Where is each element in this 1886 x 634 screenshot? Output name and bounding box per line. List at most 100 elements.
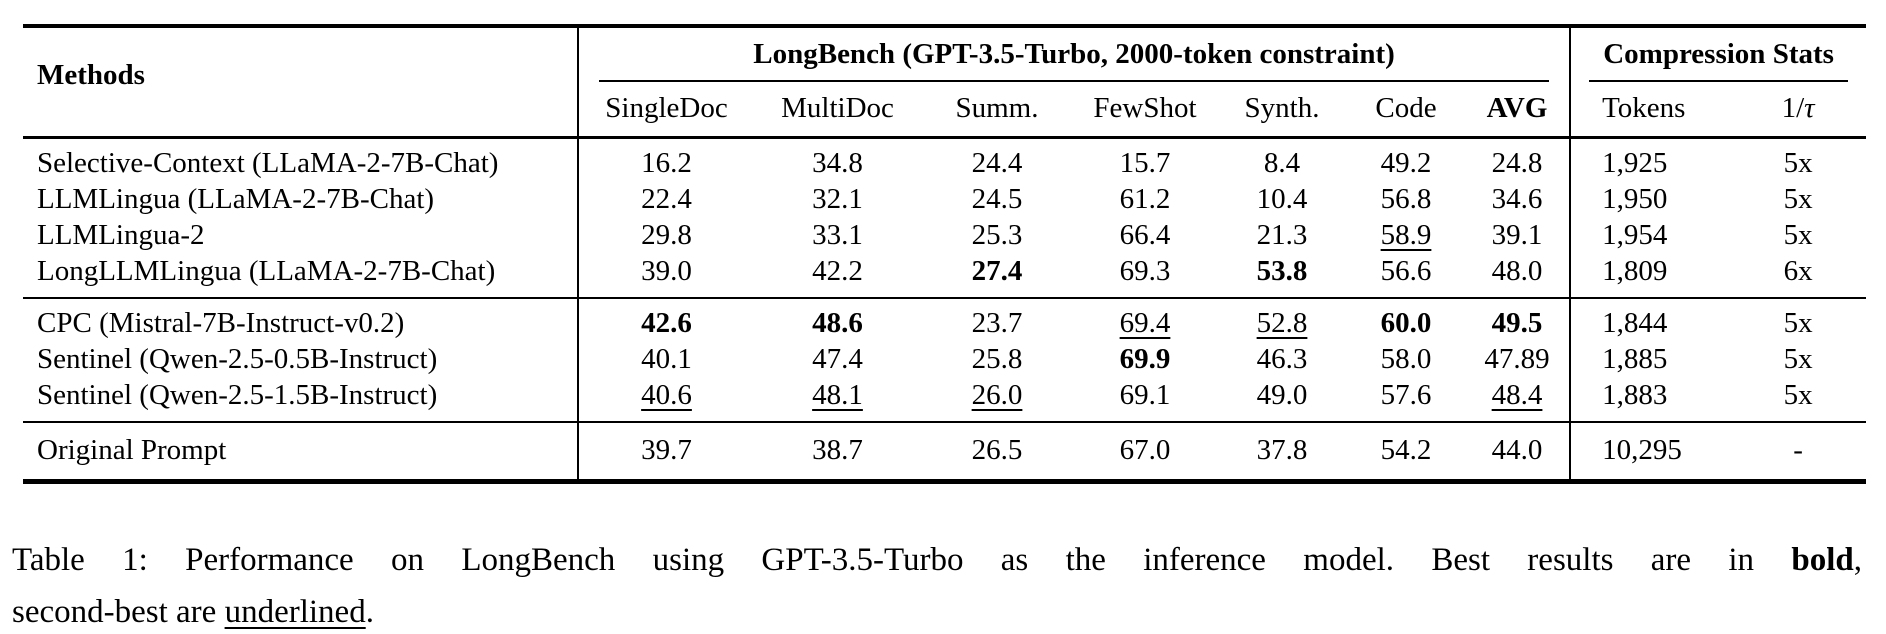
cell-synth: 37.8 — [1256, 434, 1308, 466]
cell-summ: 26.5 — [971, 434, 1023, 466]
col-header-multidoc: MultiDoc — [781, 92, 894, 124]
cell-synth: 53.8 — [1256, 255, 1308, 287]
cell-synth: 52.8 — [1256, 307, 1308, 339]
cell-code: 57.6 — [1380, 379, 1432, 411]
cell-multidoc: 48.1 — [812, 379, 863, 411]
cell-tokens: 1,925 — [1569, 137, 1731, 181]
cell-tokens: 1,809 — [1569, 253, 1731, 298]
cell-fewshot: 69.1 — [1119, 379, 1171, 411]
method-name: LLMLingua-2 — [37, 219, 205, 251]
original-prompt-group: Original Prompt 39.7 38.7 26.5 67.0 37.8… — [23, 422, 1867, 482]
cell-ratio: 5x — [1783, 307, 1813, 339]
table-row: LLMLingua (LLaMA-2-7B-Chat) 22.4 32.1 24… — [23, 181, 1866, 217]
cell-singledoc: 42.6 — [577, 298, 754, 341]
longbench-group-header: LongBench (GPT-3.5-Turbo, 2000-token con… — [599, 28, 1550, 82]
col-header-fewshot: FewShot — [1093, 92, 1197, 124]
cell-singledoc: 40.6 — [577, 377, 754, 422]
cell-ratio: 5x — [1783, 219, 1813, 251]
method-name: CPC (Mistral-7B-Instruct-v0.2) — [37, 307, 405, 339]
compared-methods-group: CPC (Mistral-7B-Instruct-v0.2) 42.6 48.6… — [23, 298, 1867, 422]
table-row: LongLLMLingua (LLaMA-2-7B-Chat) 39.0 42.… — [23, 253, 1866, 298]
caption-text-comma: , — [1853, 542, 1862, 578]
compression-group-header-cell: Compression Stats — [1569, 26, 1867, 82]
cell-singledoc: 39.0 — [577, 253, 754, 298]
cell-summ: 24.5 — [971, 183, 1023, 215]
col-header-ratio: 1/τ — [1730, 82, 1866, 138]
cell-code: 56.6 — [1380, 255, 1432, 287]
cell-avg: 47.89 — [1484, 343, 1550, 375]
col-header-avg: AVG — [1486, 92, 1548, 124]
results-table: Methods LongBench (GPT-3.5-Turbo, 2000-t… — [23, 24, 1867, 484]
cell-singledoc: 22.4 — [577, 181, 754, 217]
col-header-synth: Synth. — [1244, 92, 1320, 124]
method-name: LLMLingua (LLaMA-2-7B-Chat) — [37, 183, 435, 215]
cell-multidoc: 32.1 — [812, 183, 863, 215]
cell-tokens: 1,885 — [1569, 341, 1731, 377]
cell-code: 58.0 — [1380, 343, 1432, 375]
cell-ratio: 5x — [1783, 343, 1813, 375]
header-group-row: Methods LongBench (GPT-3.5-Turbo, 2000-t… — [23, 26, 1867, 91]
caption-line-2: second-best are underlined. — [12, 586, 1862, 634]
cell-tokens: 1,950 — [1569, 181, 1731, 217]
cell-code: 58.9 — [1380, 219, 1432, 251]
cell-fewshot: 15.7 — [1119, 147, 1171, 179]
cell-ratio: 5x — [1783, 379, 1813, 411]
table-row: LLMLingua-2 29.8 33.1 25.3 66.4 21.3 58.… — [23, 217, 1866, 253]
tau-symbol: τ — [1804, 92, 1815, 124]
cell-fewshot: 69.9 — [1119, 343, 1171, 375]
caption-bold-word: bold — [1791, 542, 1854, 578]
cell-code: 49.2 — [1380, 147, 1432, 179]
cell-fewshot: 67.0 — [1119, 434, 1171, 466]
cell-ratio: 5x — [1783, 147, 1813, 179]
baseline-methods-group: Selective-Context (LLaMA-2-7B-Chat) 16.2… — [23, 137, 1866, 298]
col-header-tokens: Tokens — [1569, 82, 1731, 138]
table-row: Sentinel (Qwen-2.5-0.5B-Instruct) 40.1 4… — [23, 341, 1866, 377]
cell-code: 60.0 — [1380, 307, 1432, 339]
cell-multidoc: 48.6 — [812, 307, 863, 339]
caption-line-1: Table 1: Performance on LongBench using … — [12, 534, 1862, 586]
cell-synth: 49.0 — [1256, 379, 1308, 411]
longbench-group-header-cell: LongBench (GPT-3.5-Turbo, 2000-token con… — [576, 26, 1571, 82]
cell-ratio: - — [1793, 434, 1803, 466]
cell-avg: 39.1 — [1491, 219, 1543, 251]
cell-tokens: 10,295 — [1569, 422, 1731, 482]
cell-tokens: 1,883 — [1569, 377, 1731, 422]
col-header-summ: Summ. — [955, 92, 1039, 124]
cell-singledoc: 40.1 — [577, 341, 754, 377]
compression-group-header: Compression Stats — [1589, 28, 1849, 82]
cell-fewshot: 69.3 — [1119, 255, 1171, 287]
col-header-code: Code — [1375, 92, 1437, 124]
cell-multidoc: 47.4 — [812, 343, 863, 375]
table-row: CPC (Mistral-7B-Instruct-v0.2) 42.6 48.6… — [23, 298, 1866, 341]
cell-avg: 24.8 — [1491, 147, 1543, 179]
cell-avg: 34.6 — [1491, 183, 1543, 215]
caption-period: . — [365, 594, 374, 630]
col-header-singledoc: SingleDoc — [577, 82, 754, 138]
method-name: Sentinel (Qwen-2.5-1.5B-Instruct) — [37, 379, 438, 411]
method-name: Selective-Context (LLaMA-2-7B-Chat) — [37, 147, 499, 179]
cell-ratio: 5x — [1783, 183, 1813, 215]
cell-fewshot: 69.4 — [1119, 307, 1171, 339]
cell-multidoc: 33.1 — [812, 219, 863, 251]
ratio-prefix: 1/ — [1781, 92, 1805, 124]
methods-column-header: Methods — [37, 59, 145, 91]
method-name: Sentinel (Qwen-2.5-0.5B-Instruct) — [37, 343, 438, 375]
cell-tokens: 1,844 — [1569, 298, 1731, 341]
table-row: Sentinel (Qwen-2.5-1.5B-Instruct) 40.6 4… — [23, 377, 1866, 422]
cell-ratio: 6x — [1783, 255, 1813, 287]
cell-fewshot: 61.2 — [1119, 183, 1171, 215]
cell-avg: 48.4 — [1491, 379, 1543, 411]
cell-singledoc: 29.8 — [577, 217, 754, 253]
table-row: Selective-Context (LLaMA-2-7B-Chat) 16.2… — [23, 137, 1866, 181]
cell-summ: 27.4 — [971, 255, 1023, 287]
cell-avg: 49.5 — [1491, 307, 1543, 339]
header-subcolumn-row: SingleDoc MultiDoc Summ. FewShot Synth. … — [23, 82, 1866, 138]
cell-singledoc: 16.2 — [577, 137, 754, 181]
cell-synth: 8.4 — [1263, 147, 1301, 179]
cell-summ: 25.8 — [971, 343, 1023, 375]
cell-summ: 24.4 — [971, 147, 1023, 179]
caption-text: Table 1: Performance on LongBench using … — [12, 542, 1792, 578]
cell-code: 54.2 — [1380, 434, 1432, 466]
cell-multidoc: 34.8 — [812, 147, 863, 179]
